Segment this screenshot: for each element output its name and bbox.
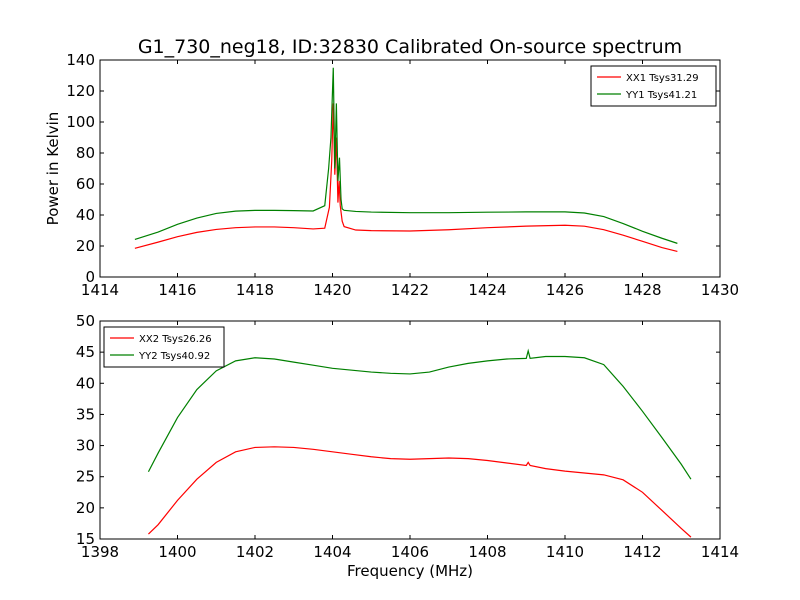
x-tick-label: 1424 <box>468 281 506 299</box>
y-tick-label: 35 <box>76 405 95 423</box>
x-tick-label: 1422 <box>391 281 429 299</box>
x-tick-label: 1404 <box>313 543 351 561</box>
x-tick-label: 1420 <box>313 281 351 299</box>
y-tick-label: 80 <box>76 144 95 162</box>
x-tick-label: 1414 <box>701 543 739 561</box>
y-tick-label: 120 <box>66 82 95 100</box>
legend-box <box>590 65 717 107</box>
figure-title: G1_730_neg18, ID:32830 Calibrated On-sou… <box>138 36 682 58</box>
series-line-xx <box>134 103 678 253</box>
top-spectrum-chart: 1414 1416 1418 1420 1422 1424 1426 1428 1430 0 20 4… <box>44 51 739 299</box>
x-tick-label: 1410 <box>546 543 584 561</box>
y-tick-label: 45 <box>76 343 95 361</box>
series-line-yy <box>134 67 678 244</box>
legend-label: YY2 Tsys40.92 <box>138 351 210 362</box>
x-tick-label: 1430 <box>701 281 739 299</box>
y-tick-label: 0 <box>85 268 95 286</box>
y-tick-label: 140 <box>66 51 95 69</box>
x-tick-label: 1402 <box>236 543 274 561</box>
x-tick-label: 1412 <box>623 543 661 561</box>
legend-label: XX1 Tsys31.29 <box>626 73 699 84</box>
x-tick-label: 1398 <box>81 543 119 561</box>
x-tick-label: 1414 <box>81 281 119 299</box>
y-tick-label: 50 <box>76 312 95 330</box>
x-tick-label: 1408 <box>468 543 506 561</box>
y-axis-label: Power in Kelvin <box>44 112 62 226</box>
series-line-yy <box>147 348 692 480</box>
y-tick-label: 20 <box>76 499 95 517</box>
y-tick-label: 40 <box>76 206 95 224</box>
bottom-spectrum-chart: 1398 1400 1402 1404 1406 1408 1410 1412 1414 15 20… <box>76 312 739 580</box>
x-tick-label: 1400 <box>158 543 196 561</box>
y-tick-label: 25 <box>76 468 95 486</box>
y-tick-label: 15 <box>76 530 95 548</box>
series-line-xx <box>148 446 692 538</box>
y-tick-label: 100 <box>66 113 95 131</box>
x-tick-label: 1428 <box>623 281 661 299</box>
legend-box <box>103 326 225 368</box>
x-tick-label: 1406 <box>391 543 429 561</box>
y-tick-label: 40 <box>76 374 95 392</box>
legend-label: YY1 Tsys41.21 <box>625 90 697 101</box>
x-tick-label: 1426 <box>546 281 584 299</box>
x-tick-label: 1416 <box>158 281 196 299</box>
y-tick-label: 30 <box>76 437 95 455</box>
y-tick-label: 20 <box>76 237 95 255</box>
x-axis-label: Frequency (MHz) <box>347 562 473 580</box>
x-tick-label: 1418 <box>236 281 274 299</box>
legend-label: XX2 Tsys26.26 <box>139 334 212 345</box>
y-tick-label: 60 <box>76 175 95 193</box>
